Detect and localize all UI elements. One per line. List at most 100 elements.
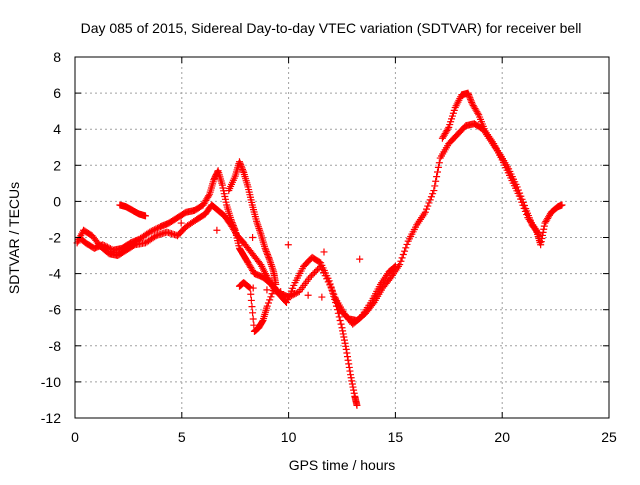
y-tick-label: -2 <box>49 230 62 246</box>
data-point <box>326 280 334 288</box>
data-point <box>272 280 280 288</box>
data-point <box>311 269 319 277</box>
y-tick-label: -12 <box>41 410 61 426</box>
data-point <box>312 267 320 275</box>
data-point <box>345 360 353 368</box>
data-point <box>150 226 158 234</box>
data-point <box>268 290 276 298</box>
data-point <box>467 97 475 105</box>
data-point <box>347 374 355 382</box>
data-point <box>339 327 347 335</box>
data-point <box>266 296 274 304</box>
data-point <box>518 198 526 206</box>
data-point <box>434 163 442 171</box>
data-point <box>540 225 548 233</box>
y-tick-label: -8 <box>49 338 62 354</box>
data-point <box>342 345 350 353</box>
data-point <box>402 244 410 252</box>
data-point <box>304 291 312 299</box>
data-point <box>336 317 344 325</box>
data-point <box>474 109 482 117</box>
data-point <box>235 158 243 166</box>
data-point <box>284 241 292 249</box>
data-point <box>340 336 348 344</box>
data-point <box>515 192 523 200</box>
series-lower-trace <box>73 201 361 409</box>
data-point <box>401 247 409 255</box>
data-point <box>263 286 271 294</box>
data-point <box>344 356 352 364</box>
data-point <box>350 389 358 397</box>
x-tick-label: 15 <box>388 429 404 445</box>
y-tick-label: -4 <box>49 266 62 282</box>
series-peak-trace <box>438 89 566 249</box>
y-tick-label: 6 <box>53 85 61 101</box>
data-point <box>337 320 345 328</box>
data-point <box>520 204 528 212</box>
data-point <box>444 125 452 133</box>
data-point <box>261 244 269 252</box>
data-point <box>429 190 437 198</box>
x-tick-label: 5 <box>178 429 186 445</box>
data-point <box>427 193 435 201</box>
data-point <box>247 290 255 298</box>
data-point <box>238 164 246 172</box>
chart-title: Day 085 of 2015, Sidereal Day-to-day VTE… <box>81 20 582 36</box>
data-point <box>327 283 335 291</box>
data-point <box>318 293 326 301</box>
data-point <box>262 246 270 254</box>
data-point <box>464 89 472 97</box>
data-layer <box>73 89 566 409</box>
data-point <box>264 299 272 307</box>
data-point <box>348 377 356 385</box>
data-point <box>403 240 411 248</box>
data-point <box>239 165 247 173</box>
data-point <box>262 247 270 255</box>
y-tick-label: -6 <box>49 302 62 318</box>
data-point <box>432 177 440 185</box>
x-tick-label: 0 <box>71 429 79 445</box>
data-point <box>424 202 432 210</box>
data-point <box>423 205 431 213</box>
tick-layer: 0 5 10 15 20 25 -12 -10 -8 -6 -4 -2 0 2 4 6 8 <box>41 49 617 445</box>
data-point <box>237 161 245 169</box>
data-point <box>397 257 405 265</box>
data-point <box>540 222 548 230</box>
data-point <box>325 277 333 285</box>
data-point <box>205 192 213 200</box>
data-point <box>346 367 354 375</box>
data-point <box>248 303 256 311</box>
data-point <box>345 363 353 371</box>
x-tick-label: 10 <box>281 429 297 445</box>
data-point <box>338 324 346 332</box>
data-point <box>213 226 221 234</box>
data-point <box>468 98 476 106</box>
data-point <box>116 201 124 209</box>
data-point <box>342 342 350 350</box>
data-point <box>538 231 546 239</box>
data-point <box>421 208 429 216</box>
y-tick-label: 8 <box>53 49 61 65</box>
data-point <box>236 159 244 167</box>
data-point <box>434 168 442 176</box>
data-point <box>343 349 351 357</box>
data-point <box>399 251 407 259</box>
data-point <box>249 234 257 241</box>
data-point <box>237 162 245 170</box>
data-point <box>263 249 271 257</box>
data-point <box>264 251 272 259</box>
data-point <box>347 371 355 379</box>
data-point <box>426 196 434 204</box>
data-point <box>239 167 247 175</box>
data-point <box>349 383 357 391</box>
y-tick-label: -10 <box>41 374 61 390</box>
data-point <box>153 224 161 232</box>
data-point <box>390 263 398 271</box>
x-tick-label: 25 <box>601 429 617 445</box>
x-tick-label: 20 <box>494 429 510 445</box>
data-point <box>398 254 406 262</box>
data-point <box>431 182 439 190</box>
data-point <box>523 211 531 219</box>
